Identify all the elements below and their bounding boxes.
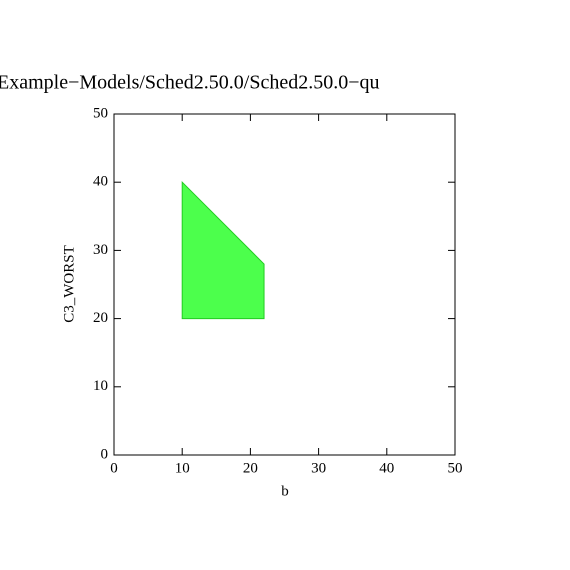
y-tick-label: 50: [93, 105, 108, 121]
plot-frame: [113, 113, 456, 456]
y-tick-label: 10: [93, 378, 108, 394]
y-axis-label: C3_WORST: [61, 245, 77, 323]
y-tick-label: 30: [93, 242, 108, 258]
x-tick-label: 10: [175, 460, 190, 476]
region: [181, 180, 265, 320]
y-tick-label: 0: [101, 446, 109, 462]
y-tick-label: 20: [93, 310, 108, 326]
chart-title: Example−Models/Sched2.50.0/Sched2.50.0−q…: [0, 72, 380, 94]
x-axis-label: b: [281, 483, 289, 499]
y-tick-label: 40: [93, 174, 108, 190]
x-tick-label: 20: [243, 460, 258, 476]
x-tick-label: 40: [379, 460, 394, 476]
x-tick-label: 30: [311, 460, 326, 476]
x-tick-label: 0: [110, 460, 118, 476]
x-tick-label: 50: [448, 460, 463, 476]
